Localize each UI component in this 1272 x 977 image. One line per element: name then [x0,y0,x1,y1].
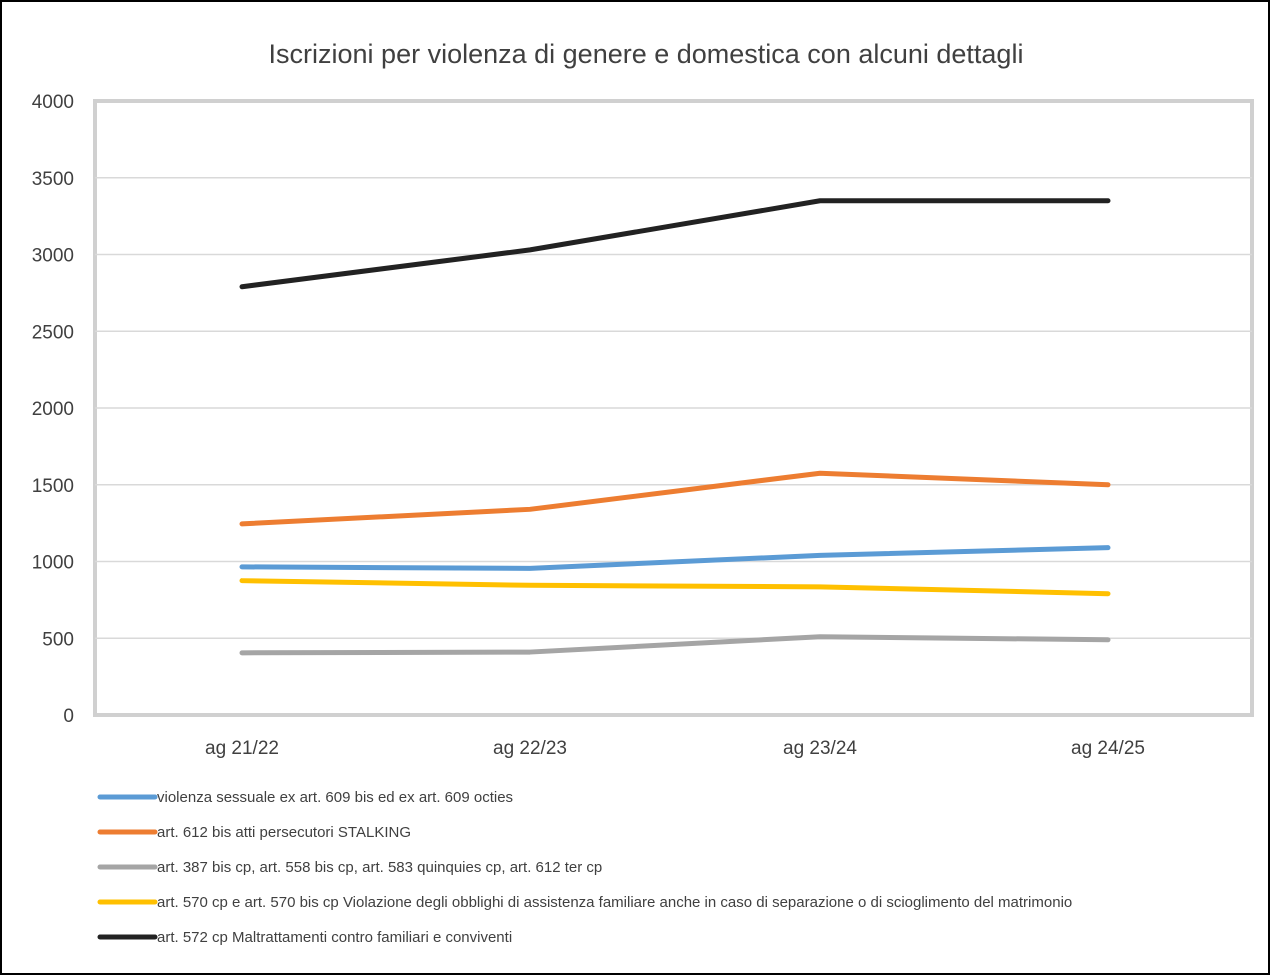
legend-label: violenza sessuale ex art. 609 bis ed ex … [157,789,513,806]
legend: violenza sessuale ex art. 609 bis ed ex … [97,789,1072,946]
y-tick-label: 1500 [32,476,74,497]
y-axis-ticks: 0 500 1000 1500 2000 2500 3000 3500 4000 [32,92,74,727]
legend-label: art. 570 cp e art. 570 bis cp Violazione… [157,894,1072,911]
series-line [239,198,1111,290]
legend-item: art. 387 bis cp, art. 558 bis cp, art. 5… [97,859,602,876]
series-line [239,470,1111,527]
y-tick-label: 500 [42,629,74,650]
x-tick-label: ag 22/23 [493,738,567,759]
y-tick-label: 3500 [32,169,74,190]
series-line [239,634,1111,656]
y-tick-label: 2500 [32,322,74,343]
y-tick-label: 0 [63,706,74,727]
chart-title: Iscrizioni per violenza di genere e dome… [269,39,1024,69]
series-lines [239,198,1111,656]
legend-item: violenza sessuale ex art. 609 bis ed ex … [97,789,513,806]
series-line [239,545,1111,571]
y-tick-label: 4000 [32,92,74,113]
x-tick-label: ag 23/24 [783,738,857,759]
x-tick-label: ag 21/22 [205,738,279,759]
legend-item: art. 570 cp e art. 570 bis cp Violazione… [97,894,1072,911]
y-tick-label: 1000 [32,553,74,574]
x-tick-label: ag 24/25 [1071,738,1145,759]
x-axis-ticks: ag 21/22 ag 22/23 ag 23/24 ag 24/25 [205,738,1145,759]
legend-label: art. 612 bis atti persecutori STALKING [157,824,411,841]
legend-item: art. 612 bis atti persecutori STALKING [97,824,411,841]
series-line [239,578,1111,597]
legend-label: art. 387 bis cp, art. 558 bis cp, art. 5… [157,859,602,876]
legend-label: art. 572 cp Maltrattamenti contro famili… [157,929,512,946]
y-tick-label: 2000 [32,399,74,420]
y-tick-label: 3000 [32,246,74,267]
legend-item: art. 572 cp Maltrattamenti contro famili… [97,929,512,946]
